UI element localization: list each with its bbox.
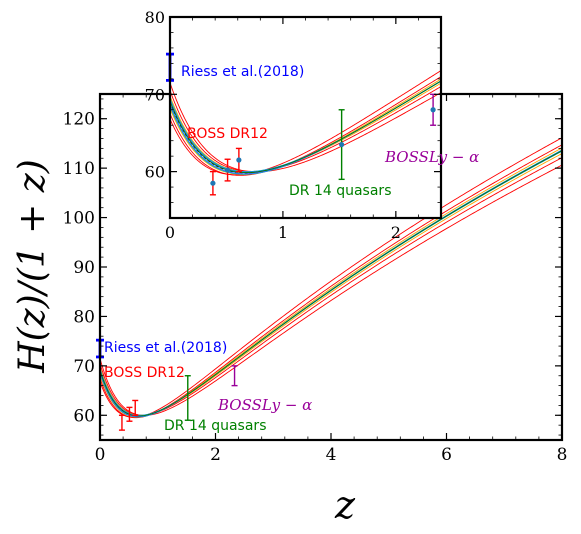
x-axis-title: z <box>334 483 356 527</box>
inset-y-tick-label-0: 60 <box>145 163 165 182</box>
inset-data-point-2 <box>224 167 231 173</box>
inset-frame <box>168 15 443 220</box>
main-y-tick-label-3: 90 <box>73 258 95 278</box>
main-y-tick-label-1: 70 <box>73 357 95 377</box>
inset-data-point-3 <box>236 157 242 163</box>
inset-data-point-5 <box>430 107 436 113</box>
main-x-tick-label-4: 8 <box>557 445 568 465</box>
main-x-tick-label-2: 4 <box>326 445 337 465</box>
inset-y-tick-label-1: 70 <box>145 85 165 104</box>
inset-ann-dr14-quasars: DR 14 quasars <box>289 183 391 199</box>
inset-ann-boss-dr12: BOSS DR12 <box>187 126 268 142</box>
main-annotations: Riess et al.(2018) BOSS DR12 DR 14 quasa… <box>104 340 312 434</box>
y-axis-title: H(z)/(1 + z) <box>12 159 53 374</box>
inset-x-tick-label-1: 1 <box>278 223 288 242</box>
inset-x-tick-label-2: 2 <box>391 223 401 242</box>
main-model-curve-3 <box>99 164 563 416</box>
main-model-curve-4 <box>99 137 563 418</box>
inset-model-curve-1 <box>170 86 441 172</box>
inset-data-point-4 <box>339 141 345 148</box>
main-y-tick-label-0: 60 <box>73 406 95 426</box>
main-ann-boss-dr12: BOSS DR12 <box>104 365 185 381</box>
inset-plot: 0 1 2 60 70 80 Riess et al.(2018) BOSS DR12 D… <box>145 8 480 242</box>
inset-data-points <box>166 52 437 196</box>
main-ann-riess: Riess et al.(2018) <box>104 340 227 356</box>
main-model-curve-11 <box>99 150 563 417</box>
inset-ann-riess: Riess et al.(2018) <box>181 64 304 80</box>
inset-data-point-1 <box>210 180 216 186</box>
inset-model-curve-3 <box>170 82 441 173</box>
main-x-tick-label-1: 2 <box>210 445 221 465</box>
inset-y-tick-label-2: 80 <box>145 8 165 27</box>
main-model-curve-2 <box>99 144 563 419</box>
inset-ann-bossly-alpha: BOSSLy − α <box>384 148 479 166</box>
main-model-curves <box>99 137 563 419</box>
main-y-tick-label-2: 80 <box>73 307 95 327</box>
inset-model-curves <box>170 70 441 176</box>
main-x-tick-label-0: 0 <box>95 445 106 465</box>
main-model-curve-1 <box>99 157 563 416</box>
main-y-tick-label-5: 110 <box>63 159 95 179</box>
main-y-tick-label-6: 120 <box>63 110 95 130</box>
inset-x-tick-label-0: 0 <box>165 223 175 242</box>
inset-model-curve-2 <box>170 76 441 176</box>
main-ann-bossly-alpha: BOSSLy − α <box>217 396 312 414</box>
main-ann-dr14-quasars: DR 14 quasars <box>164 418 266 434</box>
inset-annotations: Riess et al.(2018) BOSS DR12 DR 14 quasa… <box>181 64 479 199</box>
inset-model-curve-11 <box>170 80 441 174</box>
main-x-tick-label-3: 6 <box>441 445 452 465</box>
main-y-tick-label-4: 100 <box>63 209 95 229</box>
